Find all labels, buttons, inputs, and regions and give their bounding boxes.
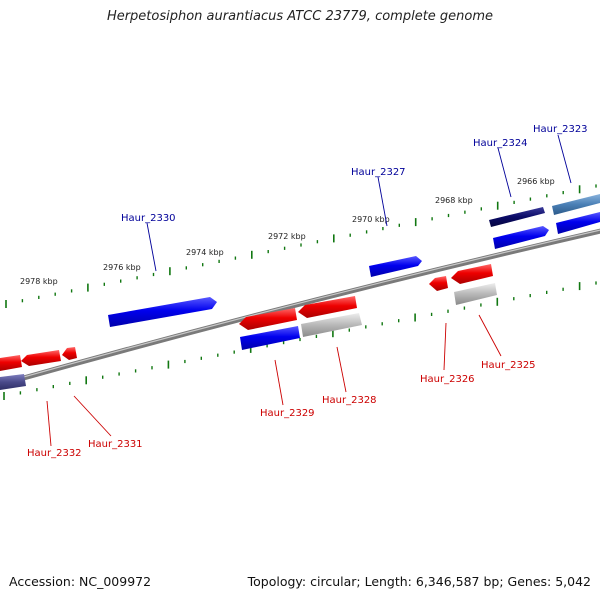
label-haur-2332: Haur_2332 <box>27 448 82 459</box>
tick-label-2966: 2966 kbp <box>517 177 555 186</box>
label-haur-2330: Haur_2330 <box>121 213 176 224</box>
tick-label-2976: 2976 kbp <box>103 263 141 272</box>
label-haur-2329: Haur_2329 <box>260 408 315 419</box>
gene-haur-2323[interactable] <box>552 194 600 215</box>
gene-haur-2329-lower[interactable] <box>240 326 300 350</box>
label-haur-2327: Haur_2327 <box>351 167 406 178</box>
gene-haur-2328-lower[interactable] <box>301 313 362 337</box>
gene-haur-2331-small[interactable] <box>62 347 77 360</box>
gene-haur-2324-lower[interactable] <box>493 226 549 249</box>
genome-backbone <box>0 228 600 388</box>
genome-summary-text: Topology: circular; Length: 6,346,587 bp… <box>247 574 591 589</box>
tick-label-2974: 2974 kbp <box>186 248 224 257</box>
accession-text: Accession: NC_009972 <box>9 574 152 589</box>
gene-haur-2331[interactable] <box>21 350 61 366</box>
tick-label-2970: 2970 kbp <box>352 215 390 224</box>
gene-haur-2326[interactable] <box>429 276 448 291</box>
ticks-forward-track <box>5 184 597 308</box>
gene-haur-2329[interactable] <box>239 308 297 330</box>
reverse-leader-lines <box>46 314 502 447</box>
map-title: Herpetosiphon aurantiacus ATCC 23779, co… <box>106 9 494 24</box>
gene-haur-2327[interactable] <box>369 256 422 277</box>
gene-haur-2325[interactable] <box>451 264 493 284</box>
gene-haur-2328[interactable] <box>298 296 357 318</box>
gene-haur-2330[interactable] <box>108 297 217 327</box>
label-haur-2326: Haur_2326 <box>420 374 475 385</box>
tick-label-2968: 2968 kbp <box>435 196 473 205</box>
forward-leader-lines <box>146 134 572 272</box>
tick-label-2978: 2978 kbp <box>20 277 58 286</box>
ticks-reverse-track <box>3 281 597 400</box>
label-haur-2328: Haur_2328 <box>322 395 377 406</box>
tick-label-2972: 2972 kbp <box>268 232 306 241</box>
label-haur-2325: Haur_2325 <box>481 360 536 371</box>
gene-haur-2332[interactable] <box>0 355 22 371</box>
gene-haur-2324[interactable] <box>489 207 545 227</box>
gene-haur-2332-lower[interactable] <box>0 374 26 390</box>
gene-haur-2325-lower[interactable] <box>454 283 497 305</box>
label-haur-2331: Haur_2331 <box>88 439 143 450</box>
label-haur-2324: Haur_2324 <box>473 138 528 149</box>
label-haur-2323: Haur_2323 <box>533 124 588 135</box>
gene-haur-2323-lower[interactable] <box>556 212 600 234</box>
